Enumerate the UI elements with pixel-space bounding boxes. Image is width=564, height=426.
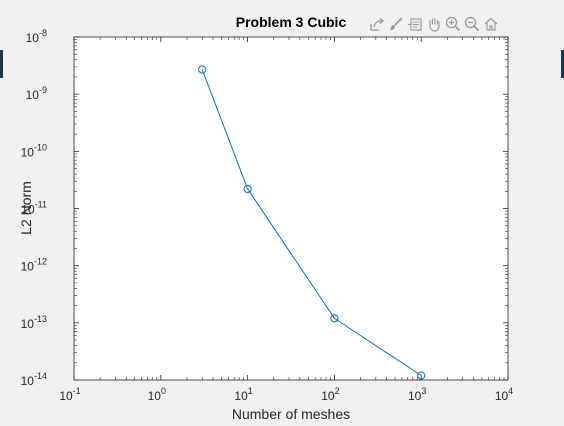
y-tick-label: 10-10 [21, 142, 47, 159]
data-point-marker [417, 371, 426, 380]
y-tick-label: 10-14 [21, 371, 47, 388]
window-edge-left [0, 50, 3, 78]
x-tick-label: 101 [234, 386, 252, 403]
x-axis-label: Number of meshes [232, 406, 350, 422]
series-line [201, 69, 422, 376]
x-tick-exponent: 2 [335, 386, 340, 396]
y-tick-label: 10-12 [21, 257, 47, 274]
home-icon [484, 17, 498, 31]
data-point-marker [330, 314, 339, 323]
export-icon [370, 18, 385, 31]
y-tick-exponent: -9 [39, 85, 47, 95]
home-button[interactable] [482, 14, 500, 34]
plot-area [74, 37, 508, 380]
y-tick-label: 10-8 [26, 28, 47, 45]
window-edge-right [561, 50, 564, 78]
y-tick-exponent: -13 [34, 314, 47, 324]
tick-marks [73, 36, 509, 381]
chart-title: Problem 3 Cubic [236, 14, 347, 30]
axes-box [73, 36, 509, 381]
data-point-marker [243, 184, 252, 194]
x-tick-exponent: 4 [508, 386, 513, 396]
x-tick-label: 103 [408, 386, 426, 403]
data-tip-icon [408, 18, 422, 31]
y-axis-label: L2 Norm [18, 181, 34, 235]
x-tick-label: 100 [148, 386, 166, 403]
y-tick-exponent: -14 [34, 371, 47, 381]
y-tick-exponent: -12 [34, 257, 47, 267]
zoom-in-icon [445, 16, 461, 32]
pan-button[interactable] [425, 14, 443, 34]
zoom-out-icon [464, 16, 480, 32]
y-tick-label: 10-9 [26, 85, 47, 102]
x-tick-exponent: 0 [161, 386, 166, 396]
x-tick-exponent: 3 [421, 386, 426, 396]
y-tick-exponent: -8 [39, 28, 47, 38]
brush-icon [390, 17, 403, 30]
y-tick-exponent: -11 [35, 200, 47, 210]
export-button[interactable] [368, 14, 386, 34]
x-tick-exponent: 1 [248, 386, 253, 396]
brush-button[interactable] [387, 14, 405, 34]
axes-toolbar [368, 14, 508, 34]
x-tick-label: 10-1 [59, 386, 80, 403]
zoom-in-button[interactable] [444, 14, 462, 34]
x-tick-label: 102 [321, 386, 339, 403]
data-tip-button[interactable] [406, 14, 424, 34]
x-tick-label: 104 [495, 386, 513, 403]
data-point-marker [198, 65, 207, 74]
zoom-out-button[interactable] [463, 14, 481, 34]
series-layer [198, 65, 426, 380]
y-tick-exponent: -10 [34, 142, 47, 152]
y-tick-label: 10-13 [21, 314, 47, 331]
x-tick-exponent: -1 [73, 386, 81, 396]
pan-icon [429, 18, 440, 32]
